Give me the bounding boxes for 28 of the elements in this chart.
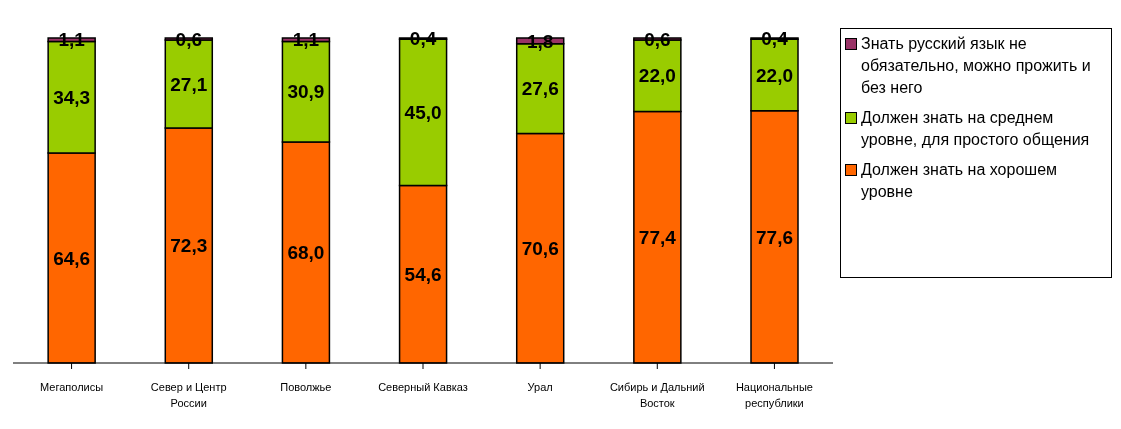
data-label: 22,0 — [756, 64, 793, 86]
data-label: 70,6 — [521, 237, 559, 259]
data-label: 1,1 — [292, 29, 320, 51]
legend-label: Знать русский язык не обязательно, можно прожить и без него — [861, 34, 1092, 98]
x-tick-label: Урал — [527, 381, 553, 393]
data-label: 45,0 — [404, 102, 442, 124]
data-label: 27,1 — [170, 73, 208, 95]
data-label: 34,3 — [53, 86, 91, 108]
data-label: 30,9 — [287, 81, 325, 103]
x-tick-label: Север и Центр России — [150, 381, 227, 409]
x-tick-label: Мегаполисы — [40, 381, 104, 393]
data-label: 0,6 — [644, 28, 671, 50]
legend-label: Должен знать на хорошем уровне — [861, 160, 1059, 202]
legend-label: Должен знать на среднем уровне, для простого общения — [861, 108, 1091, 150]
data-label: 1,1 — [58, 29, 86, 51]
data-label: 27,6 — [521, 78, 559, 100]
data-label: 22,0 — [638, 65, 676, 87]
x-tick-label: Национальные республики — [735, 381, 813, 409]
data-label: 72,3 — [170, 235, 208, 257]
data-label: 54,6 — [404, 263, 442, 285]
x-tick-label: Сибирь и Дальний Восток — [609, 381, 705, 409]
data-label: 77,4 — [638, 226, 677, 248]
data-label: 0,6 — [175, 28, 202, 50]
data-label: 64,6 — [53, 247, 91, 269]
data-label: 77,6 — [756, 226, 793, 248]
x-tick-label: Северный Кавказ — [378, 381, 468, 393]
x-tick-label: Поволжье — [280, 381, 332, 393]
data-label: 68,0 — [287, 242, 325, 264]
